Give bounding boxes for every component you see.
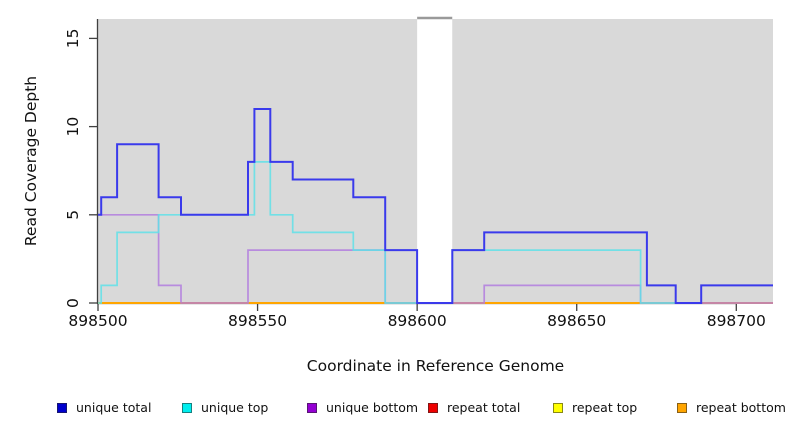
legend-swatch-icon: [307, 403, 317, 413]
series-unique-bottom: [98, 213, 773, 304]
legend: unique total unique top unique bottom repea…: [0, 399, 792, 423]
legend-label: repeat top: [572, 400, 638, 415]
legend-swatch-icon: [57, 403, 67, 413]
legend-label: unique bottom: [326, 400, 419, 415]
y-axis-title: Read Coverage Depth: [22, 75, 40, 247]
legend-label: unique total: [76, 400, 152, 415]
legend-item-unique-total: unique total: [57, 399, 151, 417]
x-tick-label: 898600: [388, 312, 447, 330]
legend-label: repeat total: [447, 400, 521, 415]
legend-item-unique-top: unique top: [182, 399, 268, 417]
legend-item-repeat-total: repeat total: [428, 399, 520, 417]
legend-label: unique top: [201, 400, 269, 415]
series-unique-total: [98, 108, 773, 304]
y-tick-label: 15: [64, 29, 82, 49]
x-tick-label: 898500: [68, 312, 127, 330]
legend-swatch-icon: [428, 403, 438, 413]
legend-item-unique-bottom: unique bottom: [307, 399, 418, 417]
legend-item-repeat-bottom: repeat bottom: [677, 399, 786, 417]
x-tick-label: 898550: [228, 312, 287, 330]
x-axis-title: Coordinate in Reference Genome: [306, 357, 565, 375]
legend-label: repeat bottom: [696, 400, 786, 415]
legend-swatch-icon: [182, 403, 192, 413]
legend-swatch-icon: [677, 403, 687, 413]
masked-region: [417, 17, 453, 303]
y-tick-label: 5: [64, 210, 82, 220]
x-tick-label: 898700: [707, 312, 766, 330]
coverage-plot: 898500 898550 898600 898650 898700 0 5 10 15: [64, 16, 773, 330]
x-tick-label: 898650: [547, 312, 606, 330]
y-tick-label: 0: [64, 298, 82, 308]
y-tick-label: 10: [64, 117, 82, 137]
legend-swatch-icon: [553, 403, 563, 413]
legend-item-repeat-top: repeat top: [553, 399, 637, 417]
